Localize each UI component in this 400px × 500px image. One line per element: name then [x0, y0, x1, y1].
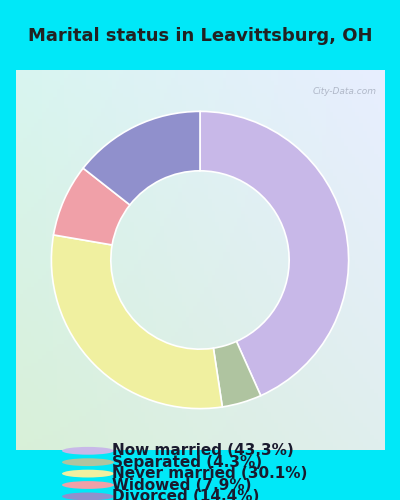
Wedge shape [51, 235, 222, 408]
Text: Now married (43.3%): Now married (43.3%) [112, 444, 294, 458]
Wedge shape [83, 112, 200, 205]
Wedge shape [213, 342, 261, 407]
Circle shape [62, 492, 114, 500]
Circle shape [62, 458, 114, 466]
Text: Widowed (7.9%): Widowed (7.9%) [112, 478, 252, 492]
Text: Separated (4.3%): Separated (4.3%) [112, 454, 262, 469]
Text: Never married (30.1%): Never married (30.1%) [112, 466, 307, 481]
Text: Divorced (14.4%): Divorced (14.4%) [112, 489, 259, 500]
Wedge shape [200, 112, 349, 396]
Circle shape [62, 481, 114, 489]
Circle shape [62, 447, 114, 454]
Wedge shape [54, 168, 130, 245]
Text: City-Data.com: City-Data.com [313, 88, 377, 96]
Text: Marital status in Leavittsburg, OH: Marital status in Leavittsburg, OH [28, 26, 372, 45]
Circle shape [62, 470, 114, 478]
